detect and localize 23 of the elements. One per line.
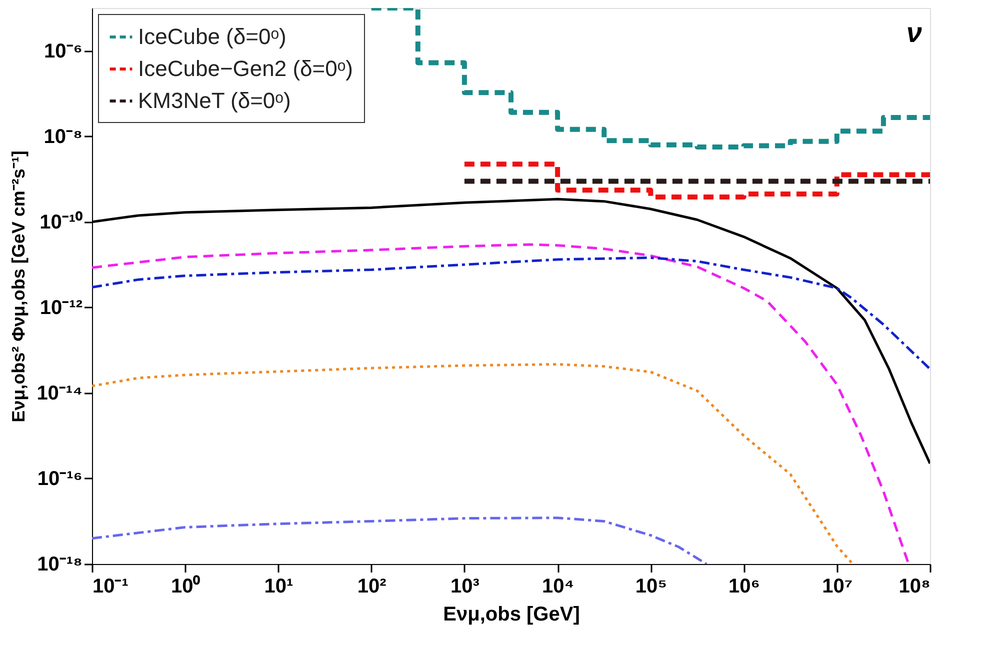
x-tick-label: 10⁶ [728,576,760,598]
legend-label: IceCube (δ=0ᵒ) [138,24,286,49]
y-tick-label: 10⁻¹⁸ [37,554,82,576]
x-tick-label: 10⁴ [542,576,574,598]
y-tick-label: 10⁻¹⁰ [40,210,82,234]
y-tick-label: 10⁻⁸ [44,126,82,148]
legend-label: KM3NeT (δ=0ᵒ) [138,88,291,113]
legend-label: IceCube−Gen2 (δ=0ᵒ) [138,56,354,81]
y-axis-title: Eνμ,obs² Φνμ,obs [GeV cm⁻²s⁻¹] [8,150,29,422]
x-tick-label: 10³ [450,576,480,598]
x-tick-label: 10¹ [264,576,294,598]
y-tick-label: 10⁻¹⁶ [37,468,82,490]
annotation: ν [906,17,922,48]
y-tick-label: 10⁻¹⁴ [36,382,82,404]
y-tick-label: 10⁻¹² [40,296,83,319]
x-tick-label: 10⁰ [170,574,200,598]
x-tick-label: 10⁵ [635,576,667,598]
x-tick-label: 10⁷ [822,576,853,598]
x-tick-label: 10⁸ [898,576,930,598]
x-tick-label: 10⁻¹ [92,576,129,598]
x-axis-title: Eνμ,obs [GeV] [443,604,580,626]
x-tick-label: 10² [357,576,387,598]
y-tick-label: 10⁻⁶ [44,40,82,62]
